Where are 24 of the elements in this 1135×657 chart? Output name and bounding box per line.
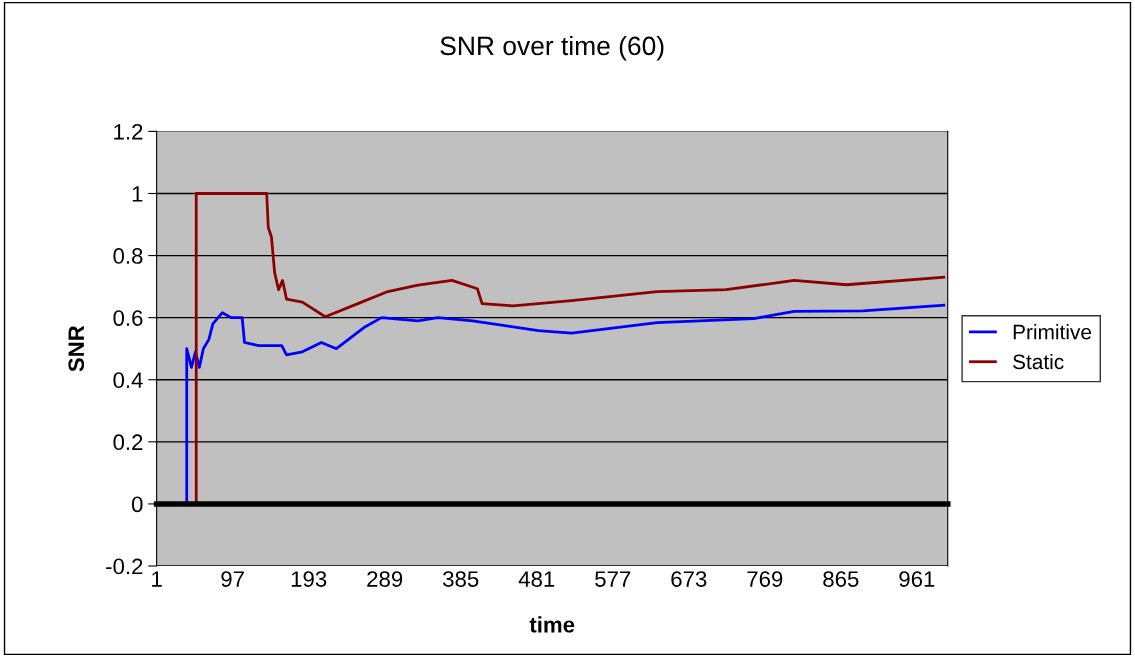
y-tick-label: 0.4 <box>113 372 143 389</box>
x-tick-label: 865 <box>823 571 859 587</box>
x-axis-title: time <box>529 616 575 633</box>
x-tick-label: 481 <box>518 571 555 587</box>
x-tick-label: 1 <box>152 571 162 587</box>
x-tick-label: 289 <box>367 571 403 587</box>
y-tick-label: 0.2 <box>113 434 143 451</box>
y-tick-label: 1.2 <box>114 123 143 140</box>
x-tick-label: 385 <box>443 571 479 587</box>
chart-title: SNR over time (60) <box>440 35 664 61</box>
x-tick-label: 769 <box>747 571 783 587</box>
y-tick-label: -0.2 <box>106 558 143 575</box>
y-tick-label: 0.6 <box>113 310 143 326</box>
x-tick-label: 961 <box>899 571 935 587</box>
x-tick-label: 193 <box>291 571 327 587</box>
legend-label: Static <box>1013 353 1064 370</box>
x-tick-label: 673 <box>671 571 707 587</box>
x-tick-label: 577 <box>595 571 631 587</box>
y-axis-title: SNR <box>68 325 85 372</box>
y-tick-label: 0.8 <box>113 248 143 264</box>
x-tick-label: 97 <box>221 571 244 587</box>
y-tick-label: 0 <box>131 496 143 513</box>
legend-label: Primitive <box>1013 324 1092 340</box>
y-tick-label: 1 <box>132 186 143 202</box>
